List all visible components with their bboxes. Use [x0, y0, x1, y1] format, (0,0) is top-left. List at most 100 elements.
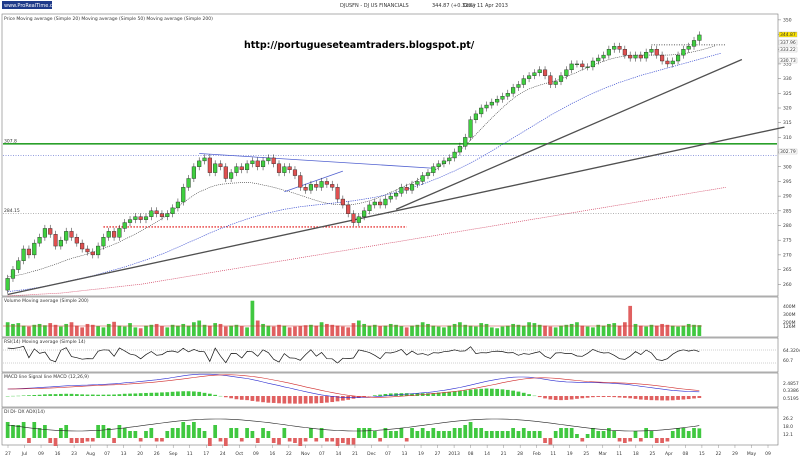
- x-axis-label: 25: [583, 451, 589, 457]
- dmi-bar: [511, 428, 515, 438]
- candle-body: [96, 245, 101, 256]
- dmi-bar: [154, 438, 159, 442]
- price-value-label: 302.79: [780, 149, 796, 155]
- macd-axis-label: 0.3386: [783, 388, 799, 394]
- volume-bar: [160, 326, 164, 336]
- candle-body: [670, 60, 675, 65]
- candle-body: [675, 54, 681, 62]
- volume-bar: [261, 323, 265, 336]
- volume-bar: [442, 327, 446, 336]
- x-axis-label: Feb: [533, 451, 541, 457]
- candle-body: [287, 166, 292, 170]
- volume-bar: [378, 326, 382, 336]
- candle-body: [564, 69, 569, 76]
- x-axis-label: 13: [402, 451, 408, 457]
- volume-bar: [596, 324, 601, 336]
- volume-bar: [239, 326, 244, 336]
- volume-bar: [676, 326, 680, 336]
- candle-body: [500, 96, 505, 100]
- dmi-bar: [532, 431, 537, 438]
- candle-body: [463, 137, 468, 147]
- moving-average-line: [7, 186, 726, 297]
- macd-panel-frame[interactable]: [1, 372, 779, 408]
- candle-body: [372, 201, 377, 206]
- price-panel-frame[interactable]: [1, 13, 779, 297]
- rsi-axis-label: 60.7: [783, 358, 793, 364]
- macd-axis-label: 2.4857: [783, 381, 799, 387]
- trendline: [199, 153, 434, 169]
- x-axis-label: 21: [352, 451, 358, 457]
- dmi-bar: [474, 428, 478, 438]
- macd-histogram-bar: [575, 396, 579, 399]
- dmi-panel-frame[interactable]: [1, 407, 779, 446]
- dmi-bar: [266, 431, 271, 438]
- candle-body: [181, 187, 186, 203]
- volume-bar: [489, 327, 494, 336]
- dmi-bar: [378, 438, 382, 442]
- dmi-bar: [484, 431, 489, 438]
- volume-bar: [11, 323, 15, 336]
- candle-body: [260, 160, 266, 167]
- dmi-legend: DI DI- DX ADX(14): [4, 409, 45, 415]
- y-tick-label: 265: [783, 267, 792, 273]
- candle-body: [580, 63, 585, 68]
- dmi-bar: [543, 438, 547, 443]
- macd-histogram-bar: [468, 389, 473, 396]
- y-tick-label: 350: [783, 17, 792, 23]
- dmi-bar: [21, 422, 26, 438]
- x-axis-label: Jul: [21, 451, 27, 457]
- logo-text: www.ProRealTime.com: [4, 3, 61, 9]
- candle-body: [681, 49, 686, 56]
- volume-bar: [628, 305, 633, 336]
- dmi-bar: [537, 431, 542, 438]
- macd-histogram-bar: [617, 396, 622, 398]
- instrument-title: DJUSFN - DJ US FINANCIALS: [340, 3, 409, 9]
- dmi-bar: [505, 431, 510, 438]
- volume-bar: [112, 321, 116, 336]
- volume-bar: [468, 325, 473, 336]
- rsi-panel-frame[interactable]: [1, 337, 779, 373]
- macd-histogram-bar: [37, 394, 42, 396]
- volume-bar: [282, 325, 287, 336]
- macd-histogram-bar: [426, 393, 430, 396]
- candle-body: [53, 234, 58, 247]
- x-axis-label: 14: [484, 451, 490, 457]
- dmi-bar: [223, 438, 228, 446]
- y-tick-label: 295: [783, 179, 792, 185]
- volume-bar: [543, 325, 547, 336]
- candle-body: [340, 198, 345, 206]
- x-axis-label: 08: [468, 451, 474, 457]
- x-axis-label: May: [747, 451, 757, 457]
- trendline: [284, 170, 343, 193]
- candle-body: [308, 184, 313, 191]
- dmi-bar: [335, 438, 340, 446]
- candle-body: [644, 51, 649, 59]
- volume-panel-frame[interactable]: [1, 296, 779, 338]
- volume-bar: [207, 325, 212, 336]
- macd-legend: MACD line Signal line MACD (12,26,9): [4, 374, 89, 380]
- dmi-bar: [218, 438, 223, 442]
- volume-bar: [452, 323, 457, 336]
- macd-histogram-bar: [122, 393, 127, 396]
- price-value-box: [778, 148, 798, 155]
- dmi-bar: [74, 438, 79, 443]
- dmi-bar: [697, 428, 702, 438]
- volume-bar: [633, 323, 638, 336]
- y-tick-label: 275: [783, 238, 792, 244]
- macd-histogram-bar: [378, 394, 382, 396]
- candle-body: [37, 237, 42, 244]
- x-axis-label: 29: [732, 451, 738, 457]
- candle-body: [399, 187, 404, 194]
- volume-bar: [250, 300, 255, 336]
- dmi-bar: [340, 438, 345, 443]
- macd-histogram-bar: [479, 388, 484, 396]
- dmi-bar: [5, 422, 10, 438]
- macd-histogram-bar: [644, 396, 648, 400]
- candle-body: [165, 213, 170, 217]
- candle-body: [170, 207, 175, 214]
- dmi-bar: [548, 438, 553, 445]
- volume-bar: [16, 323, 21, 336]
- candle-body: [686, 46, 691, 50]
- dmi-bar: [553, 431, 558, 438]
